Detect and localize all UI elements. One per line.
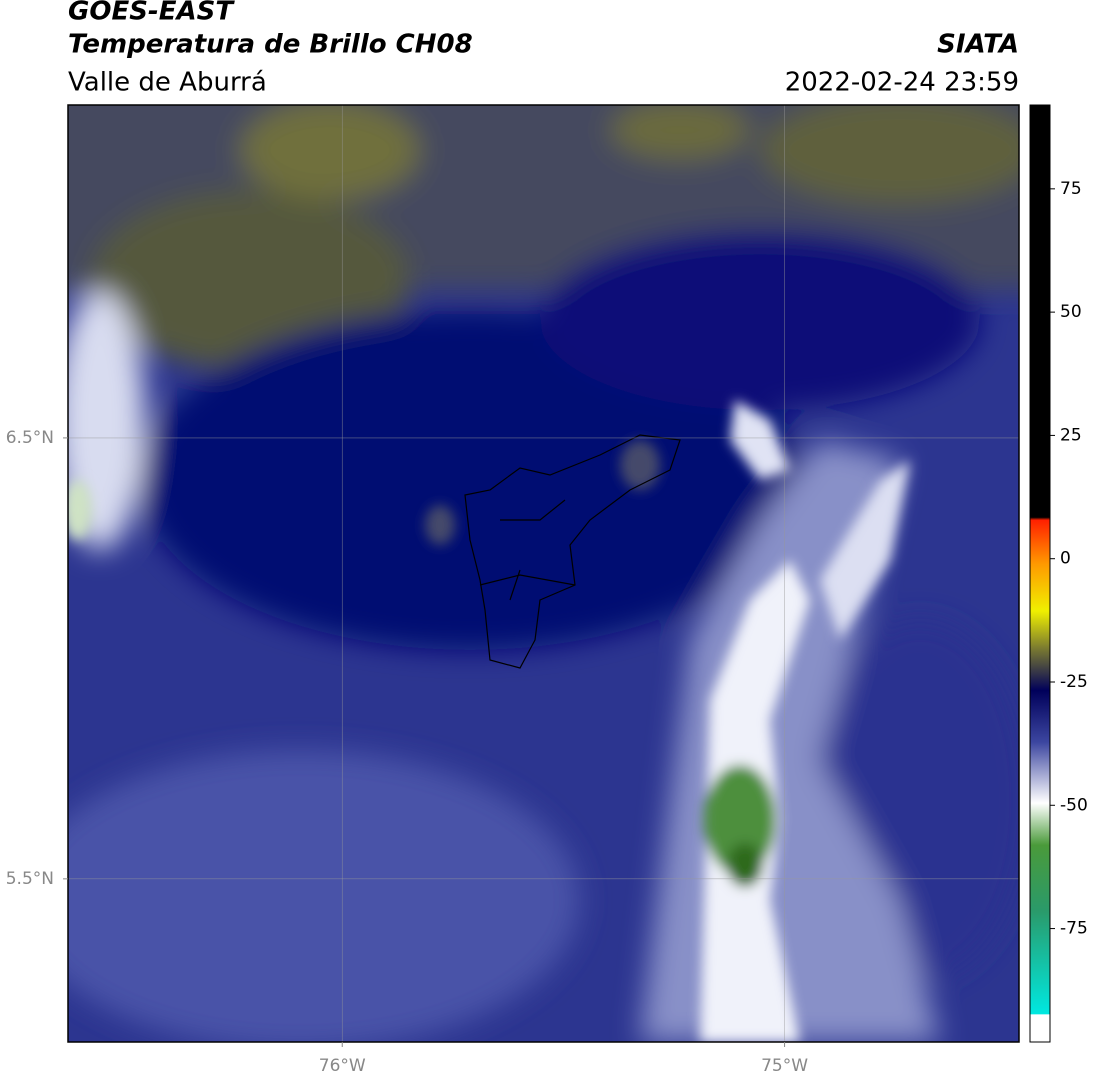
- colorbar-tick-label: -25: [1060, 672, 1088, 692]
- source: SIATA: [937, 30, 1019, 60]
- colorbar: [1029, 104, 1051, 1043]
- colorbar-tick-label: 25: [1060, 425, 1082, 445]
- colorbar-tick-label: 50: [1060, 302, 1082, 322]
- subtitle: Temperatura de Brillo CH08: [68, 30, 473, 60]
- y-tick-label: 5.5°N: [6, 869, 54, 889]
- datetime: 2022-02-24 23:59: [785, 68, 1019, 98]
- municipality-boundaries: [464, 434, 681, 669]
- colorbar-tick-label: -50: [1060, 795, 1088, 815]
- title: GOES-EAST: [68, 0, 235, 27]
- region: Valle de Aburrá: [68, 68, 267, 98]
- colorbar-tick-label: -75: [1060, 919, 1088, 939]
- colorbar-tick-label: 75: [1060, 179, 1082, 199]
- y-tick-label: 6.5°N: [6, 428, 54, 448]
- colorbar-tick-label: 0: [1060, 549, 1071, 569]
- map-frame: [67, 104, 1020, 1043]
- x-tick-label: 75°W: [761, 1056, 808, 1076]
- x-tick-label: 76°W: [319, 1056, 366, 1076]
- satellite-image: [68, 105, 1019, 1042]
